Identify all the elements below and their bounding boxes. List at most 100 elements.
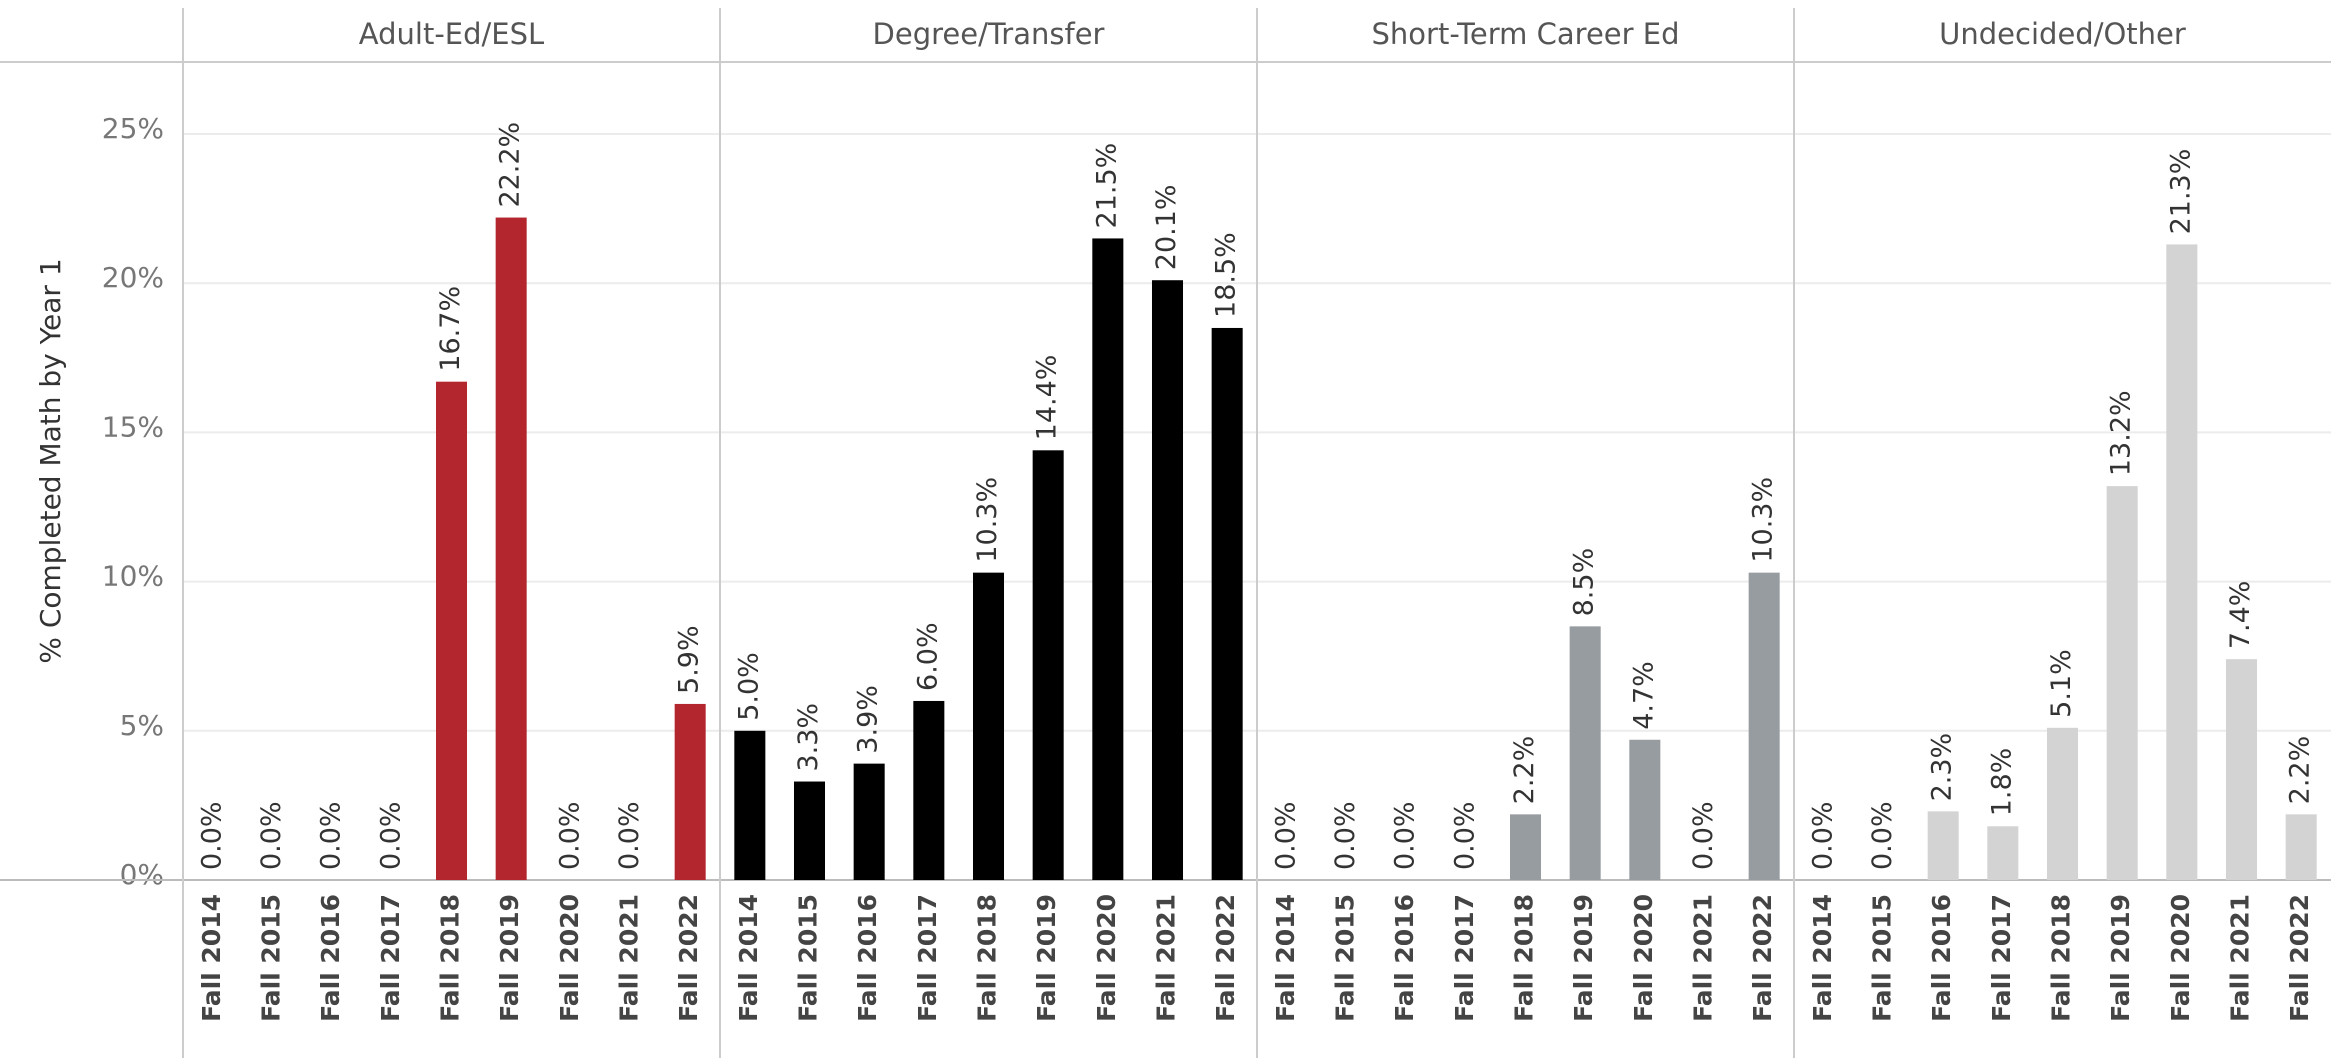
x-tick-label: Fall 2017 bbox=[1987, 894, 2016, 1022]
data-label: 6.0% bbox=[912, 622, 943, 691]
data-label: 2.2% bbox=[2285, 736, 2316, 805]
data-label: 0.0% bbox=[1270, 801, 1301, 870]
x-tick-label: Fall 2021 bbox=[1152, 894, 1181, 1022]
x-tick-label: Fall 2014 bbox=[1271, 894, 1300, 1022]
x-tick-label: Fall 2014 bbox=[1808, 894, 1837, 1022]
bar bbox=[1987, 826, 2019, 880]
data-label: 0.0% bbox=[1807, 801, 1838, 870]
x-tick-label: Fall 2022 bbox=[1748, 894, 1777, 1022]
y-axis-label: % Completed Math by Year 1 bbox=[34, 258, 67, 663]
x-tick-label: Fall 2019 bbox=[495, 894, 524, 1022]
panel-title: Undecided/Other bbox=[1939, 17, 2186, 51]
data-label: 0.0% bbox=[614, 801, 645, 870]
y-tick-label: 20% bbox=[102, 261, 164, 294]
data-label: 20.1% bbox=[1151, 184, 1182, 270]
data-label: 0.0% bbox=[1390, 801, 1421, 870]
x-tick-label: Fall 2015 bbox=[1331, 894, 1360, 1022]
x-tick-label: Fall 2019 bbox=[2106, 894, 2135, 1022]
x-tick-label: Fall 2015 bbox=[1868, 894, 1897, 1022]
data-label: 0.0% bbox=[554, 801, 585, 870]
data-label: 7.4% bbox=[2225, 581, 2256, 650]
y-tick-label: 10% bbox=[102, 560, 164, 593]
y-tick-label: 25% bbox=[102, 112, 164, 145]
data-label: 2.2% bbox=[1509, 736, 1540, 805]
bar bbox=[1748, 572, 1780, 880]
x-tick-label: Fall 2022 bbox=[674, 894, 703, 1022]
x-tick-label: Fall 2014 bbox=[197, 894, 226, 1022]
bar bbox=[1211, 327, 1243, 881]
data-label: 0.0% bbox=[256, 801, 287, 870]
panel-title: Degree/Transfer bbox=[873, 17, 1105, 51]
x-tick-label: Fall 2020 bbox=[555, 894, 584, 1022]
x-tick-label: Fall 2017 bbox=[913, 894, 942, 1022]
x-tick-label: Fall 2021 bbox=[2226, 894, 2255, 1022]
data-label: 22.2% bbox=[495, 122, 526, 208]
bar bbox=[1629, 739, 1661, 880]
x-tick-label: Fall 2014 bbox=[734, 894, 763, 1022]
data-label: 10.3% bbox=[972, 477, 1003, 563]
data-label: 3.3% bbox=[793, 703, 824, 772]
data-label: 0.0% bbox=[1867, 801, 1898, 870]
x-tick-label: Fall 2015 bbox=[794, 894, 823, 1022]
bar bbox=[435, 381, 468, 880]
x-tick-label: Fall 2018 bbox=[436, 894, 465, 1022]
bar bbox=[853, 763, 885, 880]
x-tick-label: Fall 2020 bbox=[1092, 894, 1121, 1022]
bar bbox=[674, 703, 706, 880]
bar bbox=[734, 730, 766, 880]
data-label: 8.5% bbox=[1569, 548, 1600, 617]
data-label: 18.5% bbox=[1211, 232, 1242, 318]
bar bbox=[1569, 626, 1601, 880]
x-tick-label: Fall 2016 bbox=[853, 894, 882, 1022]
data-label: 21.5% bbox=[1091, 143, 1122, 229]
data-label: 16.7% bbox=[435, 286, 466, 372]
data-label: 1.8% bbox=[1986, 748, 2017, 817]
bar bbox=[2046, 727, 2079, 880]
data-label: 21.3% bbox=[2165, 149, 2196, 235]
x-tick-label: Fall 2017 bbox=[376, 894, 405, 1022]
x-tick-label: Fall 2018 bbox=[1510, 894, 1539, 1022]
bar bbox=[1509, 814, 1542, 880]
bar bbox=[1032, 450, 1064, 880]
x-tick-label: Fall 2018 bbox=[973, 894, 1002, 1022]
data-label: 0.0% bbox=[1330, 801, 1361, 870]
x-tick-label: Fall 2022 bbox=[2285, 894, 2314, 1022]
bar bbox=[2106, 486, 2138, 880]
bar bbox=[2225, 659, 2258, 880]
data-label: 5.1% bbox=[2046, 649, 2077, 718]
data-label: 0.0% bbox=[1449, 801, 1480, 870]
panel-title: Short-Term Career Ed bbox=[1372, 17, 1680, 51]
x-tick-label: Fall 2018 bbox=[2047, 894, 2076, 1022]
x-tick-label: Fall 2016 bbox=[1390, 894, 1419, 1022]
panel-title: Adult-Ed/ESL bbox=[359, 17, 544, 51]
x-tick-label: Fall 2019 bbox=[1032, 894, 1061, 1022]
bar bbox=[1927, 811, 1959, 880]
x-tick-label: Fall 2020 bbox=[2166, 894, 2195, 1022]
data-label: 4.7% bbox=[1628, 661, 1659, 730]
data-label: 2.3% bbox=[1927, 733, 1958, 802]
x-tick-label: Fall 2021 bbox=[615, 894, 644, 1022]
y-tick-label: 15% bbox=[102, 410, 164, 443]
data-label: 0.0% bbox=[316, 801, 347, 870]
bar bbox=[495, 217, 527, 880]
x-tick-label: Fall 2019 bbox=[1569, 894, 1598, 1022]
x-tick-label: Fall 2022 bbox=[1211, 894, 1240, 1022]
bar bbox=[1092, 238, 1124, 880]
y-tick-label: 0% bbox=[120, 858, 164, 891]
x-tick-label: Fall 2016 bbox=[316, 894, 345, 1022]
bar bbox=[2285, 814, 2317, 880]
bar bbox=[2166, 244, 2198, 880]
data-label: 14.4% bbox=[1032, 355, 1063, 441]
data-label: 13.2% bbox=[2106, 390, 2137, 476]
data-label: 0.0% bbox=[196, 801, 227, 870]
data-label: 10.3% bbox=[1748, 477, 1779, 563]
bar bbox=[1151, 280, 1184, 880]
bar bbox=[913, 700, 945, 880]
data-label: 5.9% bbox=[674, 625, 705, 694]
x-tick-label: Fall 2021 bbox=[1689, 894, 1718, 1022]
data-label: 0.0% bbox=[375, 801, 406, 870]
bar bbox=[972, 572, 1005, 880]
data-label: 3.9% bbox=[853, 685, 884, 754]
x-tick-label: Fall 2016 bbox=[1927, 894, 1956, 1022]
